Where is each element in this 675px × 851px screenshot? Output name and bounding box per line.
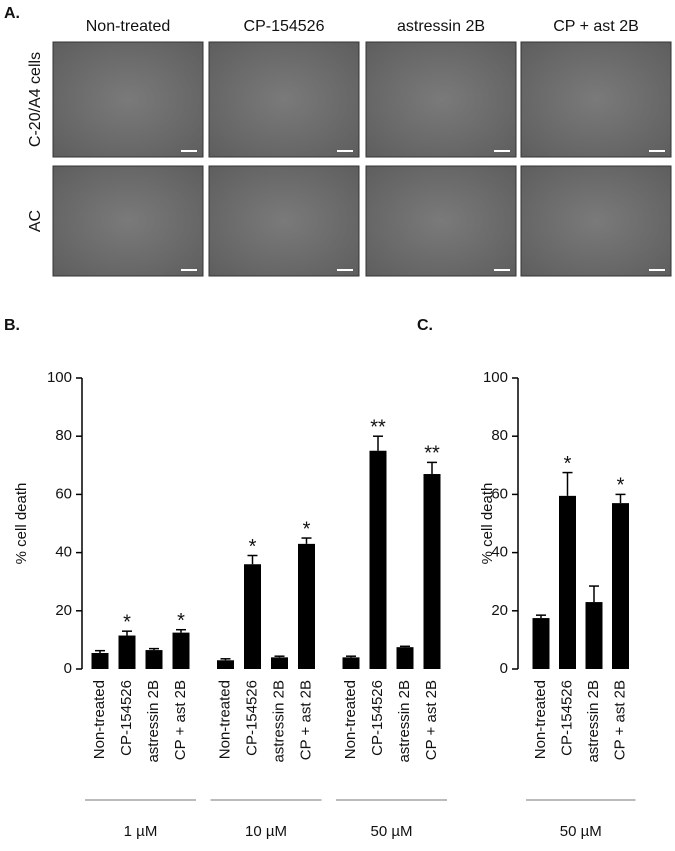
y-tick-label: 80 xyxy=(491,427,508,444)
group-label: 50 µM xyxy=(560,823,602,840)
bar xyxy=(423,474,441,669)
y-tick-label: 100 xyxy=(47,369,72,386)
bar xyxy=(172,632,190,669)
significance: * xyxy=(617,475,625,497)
bar xyxy=(118,635,136,669)
micrograph xyxy=(520,41,672,158)
bar xyxy=(145,650,163,669)
bar xyxy=(271,657,288,669)
row-label: AC xyxy=(27,210,44,232)
x-tick-label: CP + ast 2B xyxy=(423,680,440,760)
column-label: astressin 2B xyxy=(397,18,485,35)
x-tick-label: CP + ast 2B xyxy=(611,680,628,760)
panel-label: B. xyxy=(4,317,20,334)
column-label: CP + ast 2B xyxy=(553,18,639,35)
y-tick-label: 0 xyxy=(500,660,508,677)
x-tick-label: CP-154526 xyxy=(118,680,135,756)
x-tick-label: CP-154526 xyxy=(558,680,575,756)
x-tick-label: Non-treated xyxy=(342,680,359,759)
significance: * xyxy=(303,518,311,540)
y-tick-label: 40 xyxy=(55,544,72,561)
y-tick-label: 20 xyxy=(55,602,72,619)
x-tick-label: Non-treated xyxy=(91,680,108,759)
y-tick-label: 60 xyxy=(55,485,72,502)
panel-label: C. xyxy=(417,317,433,334)
x-tick-label: astressin 2B xyxy=(270,680,287,763)
significance: * xyxy=(177,610,185,632)
y-tick-label: 40 xyxy=(491,544,508,561)
micrograph xyxy=(520,165,672,277)
x-tick-label: CP-154526 xyxy=(243,680,260,756)
x-tick-label: CP-154526 xyxy=(369,680,386,756)
y-tick-label: 60 xyxy=(491,485,508,502)
micrograph xyxy=(365,41,517,158)
x-tick-label: CP + ast 2B xyxy=(172,680,189,760)
bar xyxy=(91,652,109,669)
x-tick-label: Non-treated xyxy=(532,680,549,759)
bar xyxy=(612,503,629,669)
micrograph xyxy=(52,41,204,158)
bar xyxy=(369,450,387,669)
significance: ** xyxy=(424,443,440,465)
bar xyxy=(396,647,414,669)
micrograph xyxy=(52,165,204,277)
y-tick-label: 80 xyxy=(55,427,72,444)
bar xyxy=(298,543,315,669)
row-label: C-20/A4 cells xyxy=(27,52,44,147)
x-tick-label: CP + ast 2B xyxy=(297,680,314,760)
y-tick-label: 20 xyxy=(491,602,508,619)
significance: ** xyxy=(370,416,386,438)
micrograph xyxy=(365,165,517,277)
bar xyxy=(244,564,261,669)
bar xyxy=(342,657,360,669)
micrograph xyxy=(208,165,360,277)
x-tick-label: astressin 2B xyxy=(145,680,162,763)
column-label: Non-treated xyxy=(86,18,171,35)
x-tick-label: Non-treated xyxy=(216,680,233,759)
y-tick-label: 0 xyxy=(64,660,72,677)
significance: * xyxy=(249,536,257,558)
panel-label: A. xyxy=(4,5,20,22)
group-label: 10 µM xyxy=(245,823,287,840)
bar xyxy=(559,495,576,669)
micrograph xyxy=(208,41,360,158)
y-tick-label: 100 xyxy=(483,369,508,386)
group-label: 50 µM xyxy=(371,823,413,840)
y-axis-label: % cell death xyxy=(479,483,496,565)
y-axis-label: % cell death xyxy=(13,483,30,565)
bar xyxy=(532,618,550,669)
x-tick-label: astressin 2B xyxy=(396,680,413,763)
group-label: 1 µM xyxy=(124,823,158,840)
x-tick-label: astressin 2B xyxy=(585,680,602,763)
bar xyxy=(217,660,234,669)
significance: * xyxy=(123,611,131,633)
column-label: CP-154526 xyxy=(244,18,325,35)
bar xyxy=(585,602,603,669)
significance: * xyxy=(564,453,572,475)
